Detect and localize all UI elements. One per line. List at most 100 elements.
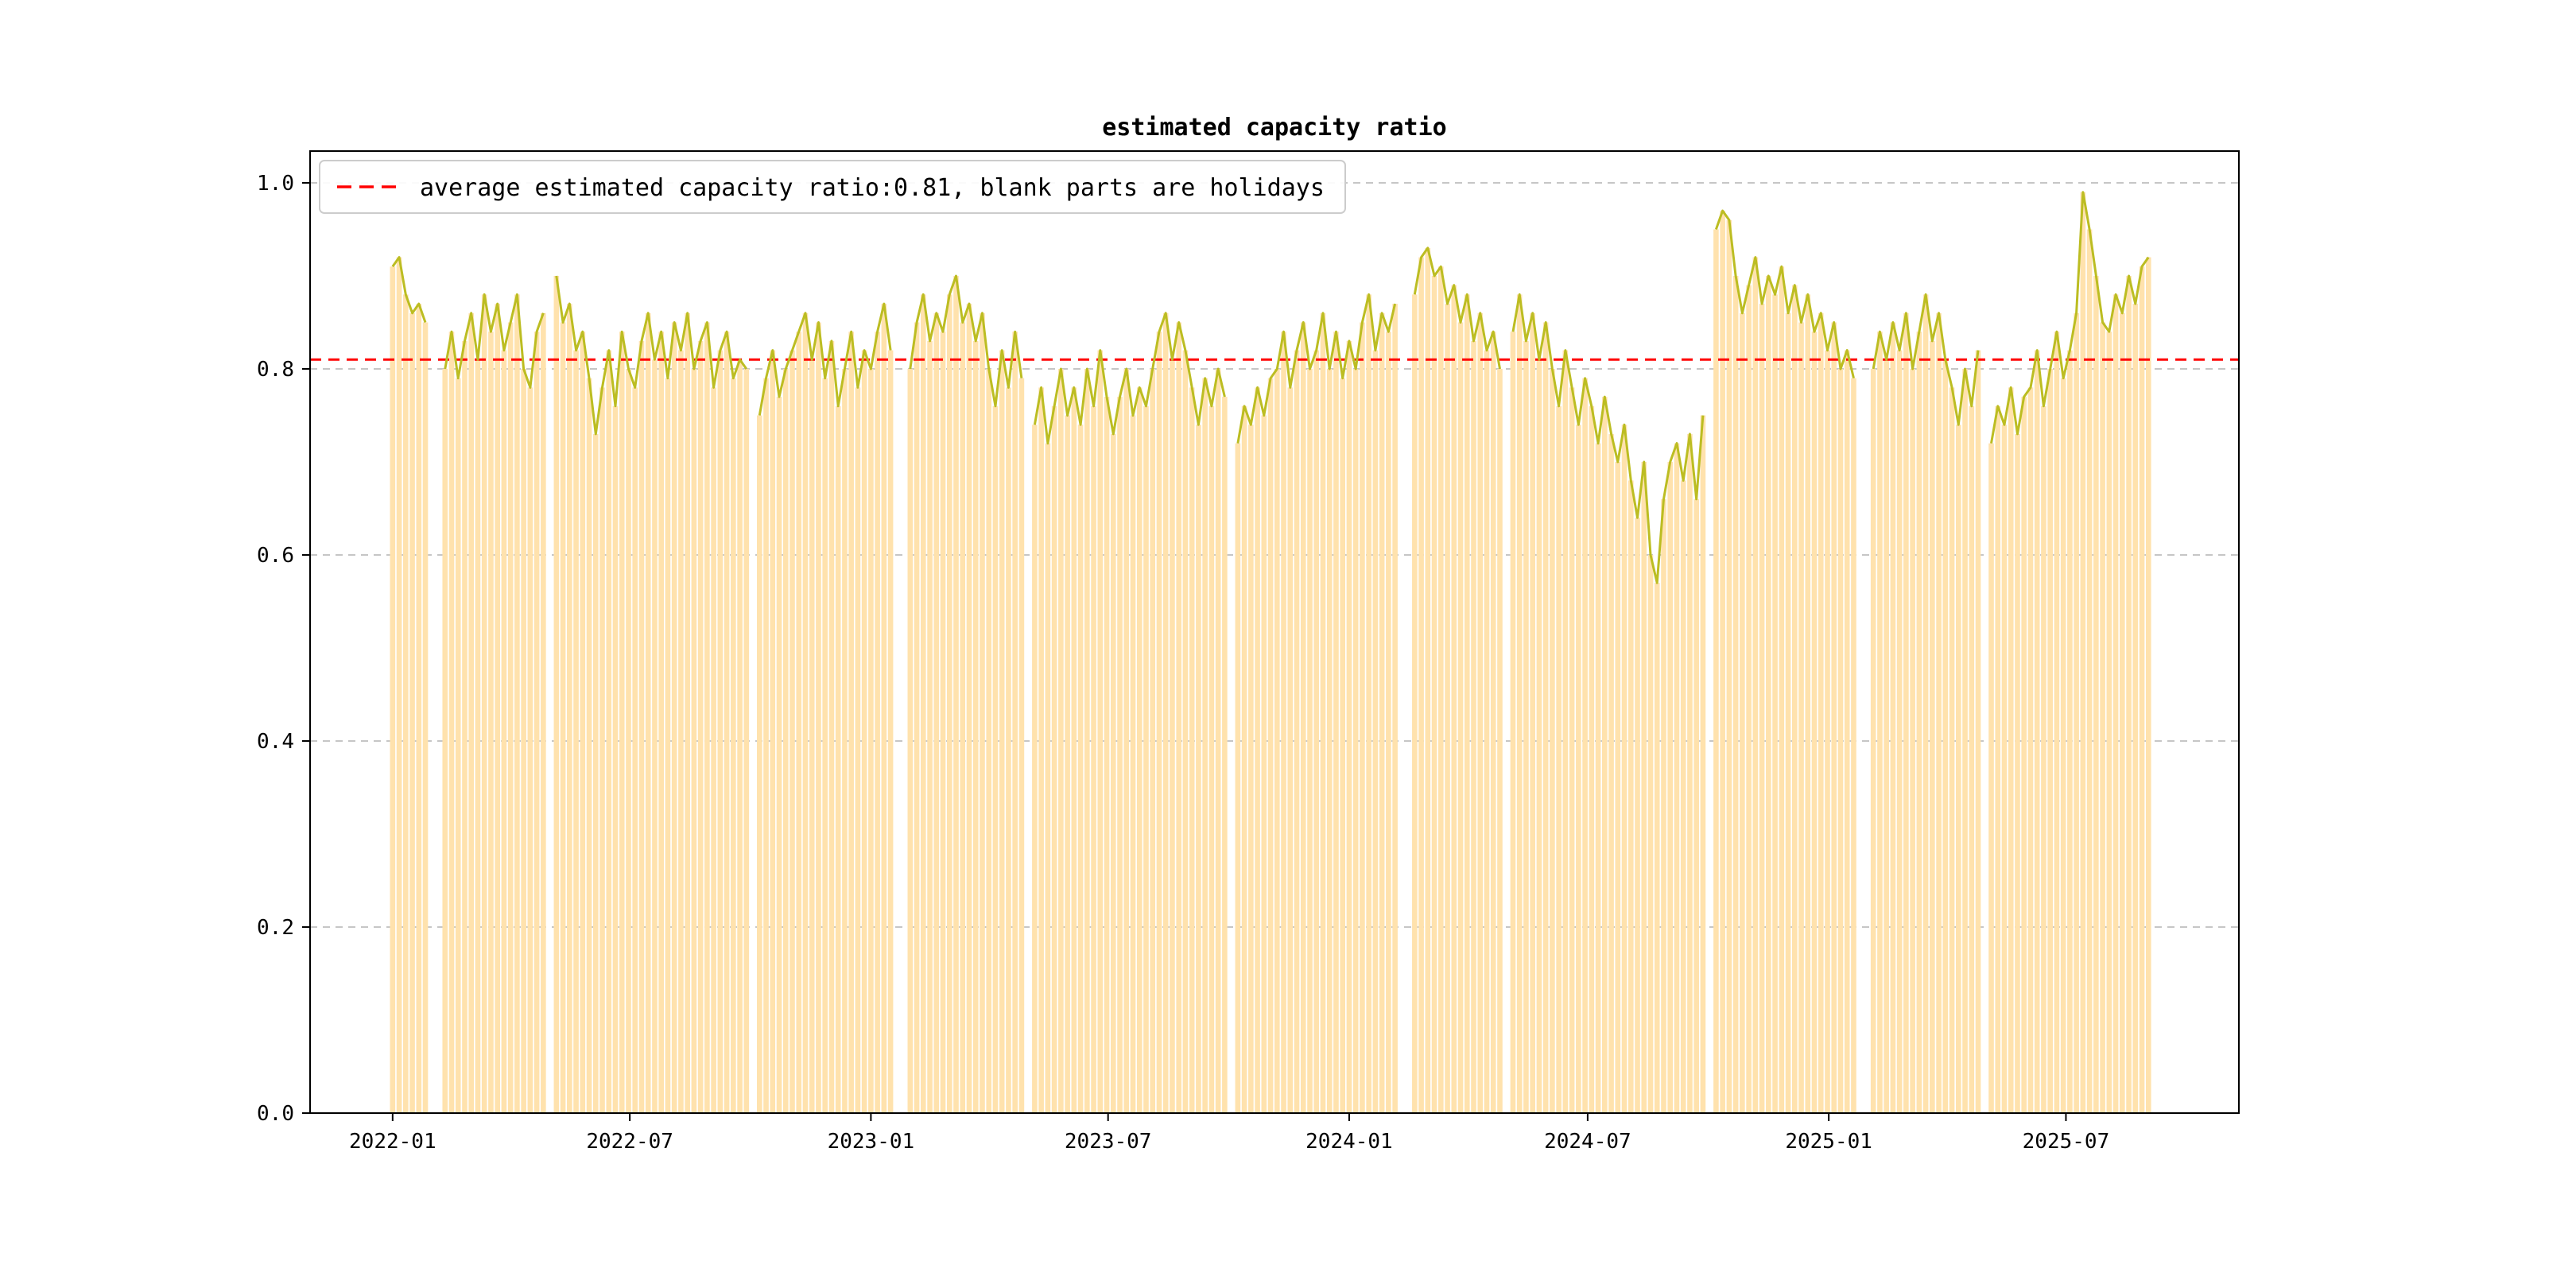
capacity-bar xyxy=(796,332,802,1113)
capacity-bar xyxy=(455,378,461,1113)
capacity-bar xyxy=(1641,462,1647,1113)
capacity-bar xyxy=(1320,312,1326,1113)
capacity-bar xyxy=(2015,433,2020,1113)
capacity-bar xyxy=(1071,387,1077,1113)
capacity-bar xyxy=(1425,247,1431,1113)
capacity-bar xyxy=(1261,415,1267,1113)
capacity-bar xyxy=(1431,276,1437,1113)
capacity-bar xyxy=(2080,192,2086,1114)
capacity-bar xyxy=(573,350,579,1114)
capacity-bar xyxy=(580,332,586,1113)
capacity-bar xyxy=(1562,350,1569,1114)
x-tick-label: 2022-01 xyxy=(349,1130,436,1154)
capacity-bar xyxy=(1392,304,1398,1114)
capacity-bar xyxy=(757,415,762,1113)
capacity-bar xyxy=(1615,462,1621,1113)
capacity-bar xyxy=(481,294,487,1113)
capacity-bar xyxy=(1123,369,1130,1113)
capacity-bar xyxy=(1936,312,1942,1113)
capacity-bar xyxy=(946,294,952,1113)
capacity-bar xyxy=(1922,294,1929,1113)
capacity-bar xyxy=(586,378,592,1113)
capacity-bar xyxy=(1746,285,1752,1114)
y-tick-label: 0.0 xyxy=(257,1102,294,1126)
capacity-bar xyxy=(1162,312,1169,1113)
capacity-bar xyxy=(1962,369,1968,1113)
capacity-bar xyxy=(1766,276,1771,1113)
capacity-bar xyxy=(1969,405,1975,1113)
capacity-bar xyxy=(848,332,854,1113)
capacity-bar xyxy=(2145,257,2151,1114)
capacity-bar xyxy=(1791,285,1798,1114)
capacity-bar xyxy=(927,340,933,1113)
capacity-bar xyxy=(2067,350,2073,1114)
capacity-bar xyxy=(1484,350,1490,1114)
capacity-bar xyxy=(1182,350,1189,1114)
y-tick-label: 0.4 xyxy=(257,730,294,754)
capacity-bar xyxy=(1798,322,1804,1113)
capacity-bar xyxy=(685,312,690,1113)
capacity-bar xyxy=(1287,387,1294,1113)
capacity-bar xyxy=(1110,433,1116,1113)
capacity-bar xyxy=(861,350,867,1114)
capacity-bar xyxy=(1589,405,1595,1113)
capacity-bar xyxy=(1255,387,1260,1113)
capacity-bar xyxy=(1065,415,1070,1113)
capacity-bar xyxy=(1196,425,1201,1113)
capacity-bar xyxy=(1471,340,1476,1113)
capacity-bar xyxy=(1949,387,1955,1113)
capacity-bar xyxy=(1326,369,1333,1113)
capacity-bar xyxy=(1143,405,1149,1113)
capacity-bar xyxy=(1680,480,1686,1113)
capacity-bar xyxy=(842,369,848,1113)
capacity-bar xyxy=(626,369,631,1113)
capacity-bar xyxy=(1910,369,1915,1113)
capacity-bar xyxy=(1870,369,1876,1113)
capacity-bar xyxy=(704,322,710,1113)
capacity-bar xyxy=(1647,555,1654,1113)
capacity-bar xyxy=(1136,387,1143,1113)
capacity-bar xyxy=(855,387,861,1113)
capacity-bar xyxy=(1661,499,1666,1113)
y-tick-label: 1.0 xyxy=(257,172,294,196)
capacity-bar xyxy=(1779,266,1785,1113)
capacity-bar xyxy=(868,369,874,1113)
y-axis: 0.0 0.2 0.4 0.6 0.8 1.0 xyxy=(257,172,310,1126)
capacity-bar xyxy=(403,294,409,1113)
x-axis: 2022-01 2022-07 2023-01 2023-07 2024-01 2024-… xyxy=(349,1113,2109,1154)
capacity-bar xyxy=(1477,312,1484,1113)
capacity-bar xyxy=(1412,294,1418,1113)
capacity-bar xyxy=(1772,294,1778,1113)
capacity-bar xyxy=(711,387,716,1113)
capacity-bar xyxy=(2086,229,2093,1113)
capacity-bar xyxy=(2047,369,2053,1113)
capacity-bar xyxy=(1818,312,1824,1113)
capacity-bar xyxy=(1884,359,1889,1113)
capacity-bar xyxy=(422,322,429,1113)
capacity-bar xyxy=(488,332,494,1113)
capacity-bar xyxy=(1602,397,1608,1114)
capacity-bar xyxy=(1713,229,1719,1113)
capacity-bar xyxy=(1267,378,1274,1113)
capacity-bar xyxy=(953,276,959,1113)
capacity-bar xyxy=(966,304,972,1114)
capacity-bar xyxy=(816,322,821,1113)
capacity-bar xyxy=(1352,369,1359,1113)
capacity-bar xyxy=(468,312,475,1113)
capacity-bar xyxy=(612,405,619,1113)
capacity-bar xyxy=(763,378,769,1113)
capacity-bar xyxy=(2112,294,2119,1113)
capacity-bar xyxy=(442,369,448,1113)
capacity-bar xyxy=(527,387,533,1113)
capacity-bar xyxy=(992,405,999,1113)
x-tick-label: 2025-01 xyxy=(1785,1130,1872,1154)
capacity-bar xyxy=(1608,433,1614,1113)
x-tick-label: 2023-01 xyxy=(828,1130,915,1154)
capacity-bar xyxy=(1241,405,1247,1113)
capacity-bar xyxy=(1930,340,1935,1113)
capacity-bar xyxy=(2060,378,2066,1113)
capacity-bar xyxy=(802,312,809,1113)
capacity-ratio-line xyxy=(391,191,2150,584)
capacity-bar xyxy=(731,378,736,1113)
